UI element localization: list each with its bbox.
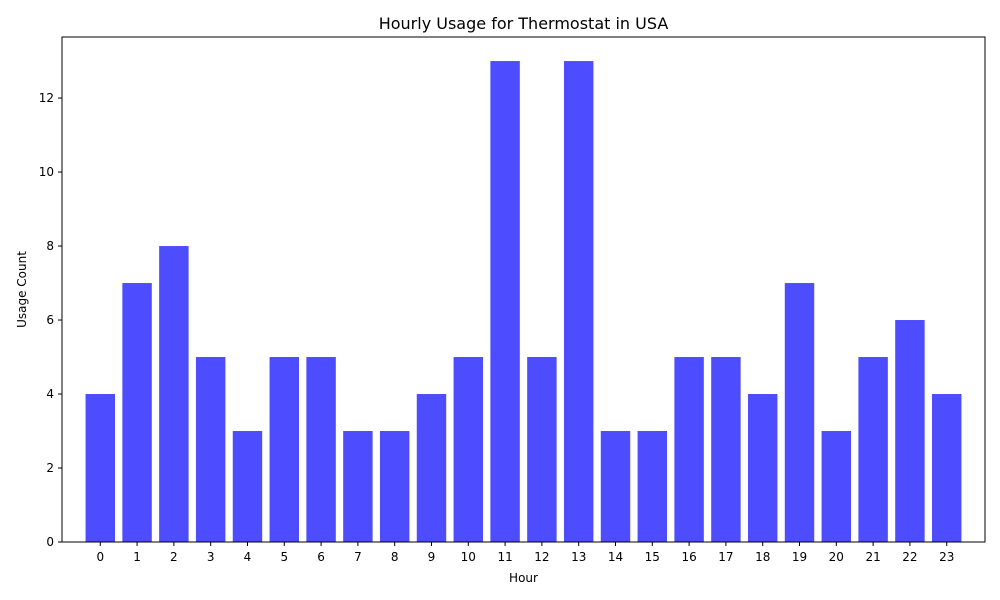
x-tick-label: 8 xyxy=(391,550,399,564)
x-tick-label: 13 xyxy=(571,550,586,564)
bars-group xyxy=(85,61,962,543)
x-tick-label: 4 xyxy=(244,550,252,564)
x-axis-ticks: 0 1 2 3 4 5 6 7 8 9 10 11 12 13 14 15 16 17 18 19 20 21 22 23 xyxy=(96,542,954,564)
bar-hour-12 xyxy=(527,357,557,542)
bar-hour-4 xyxy=(232,431,263,542)
bar-hour-2 xyxy=(159,246,189,542)
bar-hour-8 xyxy=(379,431,410,542)
bar-hour-19 xyxy=(784,283,815,542)
bar-hour-20 xyxy=(821,431,852,542)
x-tick-label: 17 xyxy=(718,550,733,564)
bar-hour-7 xyxy=(343,431,373,542)
bar-hour-23 xyxy=(932,394,962,542)
bar-hour-0 xyxy=(85,394,115,542)
bar-hour-22 xyxy=(895,320,925,542)
x-tick-label: 21 xyxy=(865,550,880,564)
bar-hour-15 xyxy=(637,431,668,542)
y-tick-label: 4 xyxy=(46,387,54,401)
bar-hour-14 xyxy=(600,431,631,542)
bar-hour-5 xyxy=(269,357,300,542)
x-tick-label: 1 xyxy=(133,550,141,564)
x-tick-label: 3 xyxy=(207,550,215,564)
y-tick-label: 10 xyxy=(39,165,54,179)
bar-hour-10 xyxy=(453,357,484,542)
bar-hour-3 xyxy=(195,357,226,542)
y-axis-ticks: 0 2 4 6 8 10 12 xyxy=(39,91,62,549)
y-axis-label: Usage Count xyxy=(15,251,29,328)
chart-title: Hourly Usage for Thermostat in USA xyxy=(379,14,669,33)
x-axis-label: Hour xyxy=(509,571,538,585)
x-tick-label: 6 xyxy=(317,550,325,564)
x-tick-label: 5 xyxy=(280,550,288,564)
y-tick-label: 8 xyxy=(46,239,54,253)
bar-hour-18 xyxy=(747,394,778,542)
x-tick-label: 10 xyxy=(461,550,476,564)
x-tick-label: 11 xyxy=(497,550,512,564)
x-tick-label: 18 xyxy=(755,550,770,564)
x-tick-label: 16 xyxy=(681,550,696,564)
bar-hour-17 xyxy=(711,357,741,542)
bar-hour-6 xyxy=(306,357,336,542)
x-tick-label: 0 xyxy=(96,550,104,564)
x-tick-label: 7 xyxy=(354,550,362,564)
x-tick-label: 14 xyxy=(608,550,623,564)
y-tick-label: 2 xyxy=(46,461,54,475)
bar-hour-21 xyxy=(858,357,888,542)
x-tick-label: 22 xyxy=(902,550,917,564)
bar-hour-11 xyxy=(490,61,520,543)
x-tick-label: 12 xyxy=(534,550,549,564)
y-tick-label: 6 xyxy=(46,313,54,327)
bar-hour-13 xyxy=(563,61,594,543)
x-tick-label: 2 xyxy=(170,550,178,564)
x-tick-label: 23 xyxy=(939,550,954,564)
y-tick-label: 12 xyxy=(39,91,54,105)
bar-hour-9 xyxy=(416,394,447,542)
x-tick-label: 20 xyxy=(829,550,844,564)
bar-hour-1 xyxy=(122,283,152,542)
bar-hour-16 xyxy=(674,357,704,542)
x-tick-label: 15 xyxy=(645,550,660,564)
x-tick-label: 9 xyxy=(428,550,436,564)
x-tick-label: 19 xyxy=(792,550,807,564)
y-tick-label: 0 xyxy=(46,535,54,549)
plot-area-frame xyxy=(61,36,986,543)
